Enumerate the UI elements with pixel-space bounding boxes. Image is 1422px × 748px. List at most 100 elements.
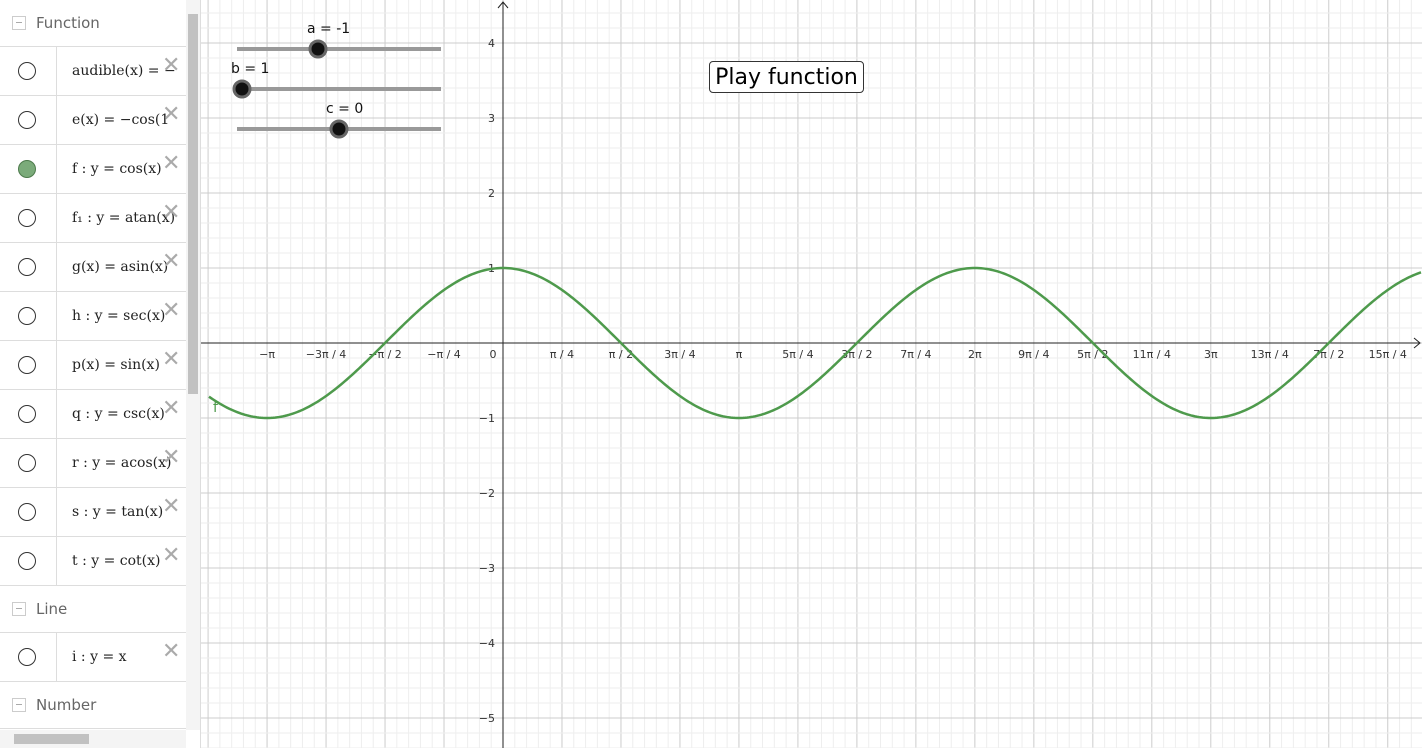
x-tick-label: 11π / 4 xyxy=(1133,348,1171,361)
object-row[interactable]: s : y = tan(x) ✕ xyxy=(0,488,200,537)
delete-button[interactable]: ✕ xyxy=(162,396,181,421)
object-row[interactable]: h : y = sec(x) ✕ xyxy=(0,292,200,341)
group-title: Number xyxy=(36,696,97,714)
visibility-toggle[interactable] xyxy=(18,258,36,276)
slider-a[interactable]: a = -1 xyxy=(237,21,441,59)
object-row[interactable]: g(x) = asin(x) ✕ xyxy=(0,243,200,292)
axis-arrow xyxy=(497,1,509,9)
collapse-toggle[interactable] xyxy=(12,602,26,616)
separator xyxy=(56,145,57,193)
object-definition: i : y = x xyxy=(72,649,127,665)
curve-label: f xyxy=(213,400,219,416)
object-definition: f₁ : y = atan(x) xyxy=(72,210,176,226)
x-tick-label: 2π xyxy=(968,348,982,361)
object-definition: g(x) = asin(x) xyxy=(72,259,169,275)
object-row[interactable]: f₁ : y = atan(x) ✕ xyxy=(0,194,200,243)
object-row[interactable]: e(x) = −cos(1 ✕ xyxy=(0,96,200,145)
visibility-toggle[interactable] xyxy=(18,648,36,666)
group-header[interactable]: Line xyxy=(0,586,200,633)
group-header[interactable]: Number xyxy=(0,682,200,729)
group-title: Line xyxy=(36,600,68,618)
slider-label: a = -1 xyxy=(307,21,350,37)
visibility-toggle[interactable] xyxy=(18,454,36,472)
object-row[interactable]: audible(x) = − ✕ xyxy=(0,47,200,96)
axis-arrow xyxy=(1413,337,1421,349)
separator xyxy=(56,390,57,438)
x-tick-label: −π xyxy=(259,348,275,361)
separator xyxy=(56,439,57,487)
separator xyxy=(56,47,57,95)
visibility-toggle[interactable] xyxy=(18,356,36,374)
slider-label: c = 0 xyxy=(326,101,363,117)
slider-c[interactable]: c = 0 xyxy=(237,101,441,139)
object-row[interactable]: f : y = cos(x) ✕ xyxy=(0,145,200,194)
delete-button[interactable]: ✕ xyxy=(162,53,181,78)
y-tick-label: −5 xyxy=(479,712,495,725)
x-tick-label: 7π / 4 xyxy=(900,348,931,361)
delete-button[interactable]: ✕ xyxy=(162,347,181,372)
separator xyxy=(56,341,57,389)
y-tick-label: −2 xyxy=(479,487,495,500)
visibility-toggle[interactable] xyxy=(18,62,36,80)
object-row[interactable]: i : y = x ✕ xyxy=(0,633,200,682)
object-row[interactable]: q : y = csc(x) ✕ xyxy=(0,390,200,439)
delete-button[interactable]: ✕ xyxy=(162,200,181,225)
y-tick-label: 3 xyxy=(488,112,495,125)
delete-button[interactable]: ✕ xyxy=(162,102,181,127)
y-tick-label: −1 xyxy=(479,412,495,425)
slider-b[interactable]: b = 1 xyxy=(231,61,441,99)
delete-button[interactable]: ✕ xyxy=(162,639,181,664)
visibility-toggle[interactable] xyxy=(18,503,36,521)
function-curve[interactable] xyxy=(208,266,1422,420)
x-tick-label: π xyxy=(736,348,743,361)
x-tick-label: 0 xyxy=(490,348,497,361)
horizontal-scrollbar[interactable] xyxy=(0,730,186,748)
x-tick-label: 9π / 4 xyxy=(1018,348,1049,361)
scroll-thumb[interactable] xyxy=(188,14,198,394)
scroll-thumb[interactable] xyxy=(14,734,89,744)
x-tick-label: π / 4 xyxy=(550,348,574,361)
delete-button[interactable]: ✕ xyxy=(162,151,181,176)
y-tick-label: −4 xyxy=(479,637,495,650)
delete-button[interactable]: ✕ xyxy=(162,543,181,568)
separator xyxy=(56,488,57,536)
object-row[interactable]: p(x) = sin(x) ✕ xyxy=(0,341,200,390)
vertical-scrollbar[interactable] xyxy=(186,0,200,730)
x-tick-label: π / 2 xyxy=(609,348,633,361)
object-definition: e(x) = −cos(1 xyxy=(72,112,170,128)
object-definition: f : y = cos(x) xyxy=(72,161,162,177)
object-row[interactable]: r : y = acos(x) ✕ xyxy=(0,439,200,488)
object-definition: r : y = acos(x) xyxy=(72,455,172,471)
visibility-toggle[interactable] xyxy=(18,307,36,325)
visibility-toggle[interactable] xyxy=(18,552,36,570)
delete-button[interactable]: ✕ xyxy=(162,249,181,274)
delete-button[interactable]: ✕ xyxy=(162,298,181,323)
visibility-toggle[interactable] xyxy=(18,111,36,129)
object-definition: audible(x) = − xyxy=(72,63,176,79)
x-tick-label: 15π / 4 xyxy=(1369,348,1407,361)
x-tick-label: 5π / 4 xyxy=(782,348,813,361)
delete-button[interactable]: ✕ xyxy=(162,445,181,470)
visibility-toggle[interactable] xyxy=(18,405,36,423)
x-tick-label: −π / 4 xyxy=(427,348,461,361)
play-button[interactable]: Play function xyxy=(709,61,864,93)
x-tick-label: −3π / 4 xyxy=(306,348,347,361)
y-tick-label: −3 xyxy=(479,562,495,575)
collapse-toggle[interactable] xyxy=(12,16,26,30)
object-definition: t : y = cot(x) xyxy=(72,553,161,569)
object-row[interactable]: t : y = cot(x) ✕ xyxy=(0,537,200,586)
delete-button[interactable]: ✕ xyxy=(162,494,181,519)
algebra-view: Function audible(x) = − ✕ e(x) = −cos(1 ✕ f :… xyxy=(0,0,201,748)
y-tick-label: 4 xyxy=(488,37,495,50)
visibility-toggle[interactable] xyxy=(18,160,36,178)
group-title: Function xyxy=(36,14,100,32)
object-definition: q : y = csc(x) xyxy=(72,406,165,422)
visibility-toggle[interactable] xyxy=(18,209,36,227)
x-tick-label: 13π / 4 xyxy=(1251,348,1289,361)
collapse-toggle[interactable] xyxy=(12,698,26,712)
separator xyxy=(56,633,57,681)
slider-label: b = 1 xyxy=(231,61,269,77)
group-header[interactable]: Function xyxy=(0,0,200,47)
